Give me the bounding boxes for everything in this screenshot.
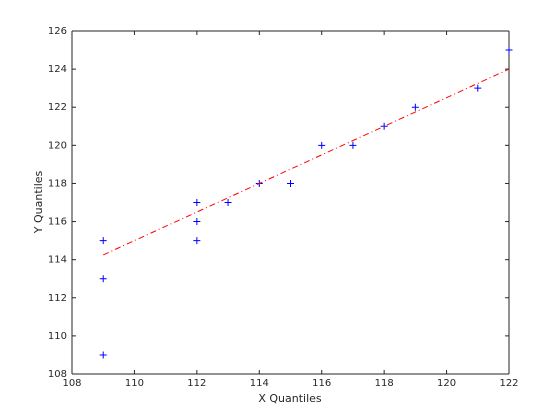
data-point [505,46,513,54]
data-point [99,351,107,359]
y-tick-label: 118 [48,178,67,189]
data-point [99,275,107,283]
y-tick-label: 116 [48,217,67,228]
x-tick-label: 118 [375,378,394,389]
y-axis-title: Y Quantiles [32,170,45,234]
x-axis-title: X Quantiles [258,392,322,405]
data-point [411,103,419,111]
reference-line [103,68,510,256]
data-point [318,141,326,149]
y-tick-label: 108 [48,369,67,380]
x-tick-label: 114 [250,378,269,389]
y-tick-label: 110 [48,331,67,342]
data-point [349,141,357,149]
y-tick-label: 112 [48,293,67,304]
x-tick-label: 112 [187,378,206,389]
data-point [287,179,294,187]
data-point [193,199,201,206]
x-tick-label: 110 [125,378,144,389]
y-tick-label: 126 [48,26,67,37]
x-tick-label: 108 [62,378,81,389]
y-tick-label: 114 [48,255,67,266]
data-point [193,237,201,245]
y-tick-label: 122 [48,102,67,113]
x-tick-label: 120 [437,378,456,389]
x-tick-label: 122 [499,378,518,389]
data-point [193,218,201,226]
data-point [224,199,232,206]
data-point [99,237,107,245]
data-point [474,84,482,92]
y-tick-label: 120 [48,140,67,151]
y-tick-label: 124 [48,64,67,75]
x-tick-label: 116 [312,378,331,389]
